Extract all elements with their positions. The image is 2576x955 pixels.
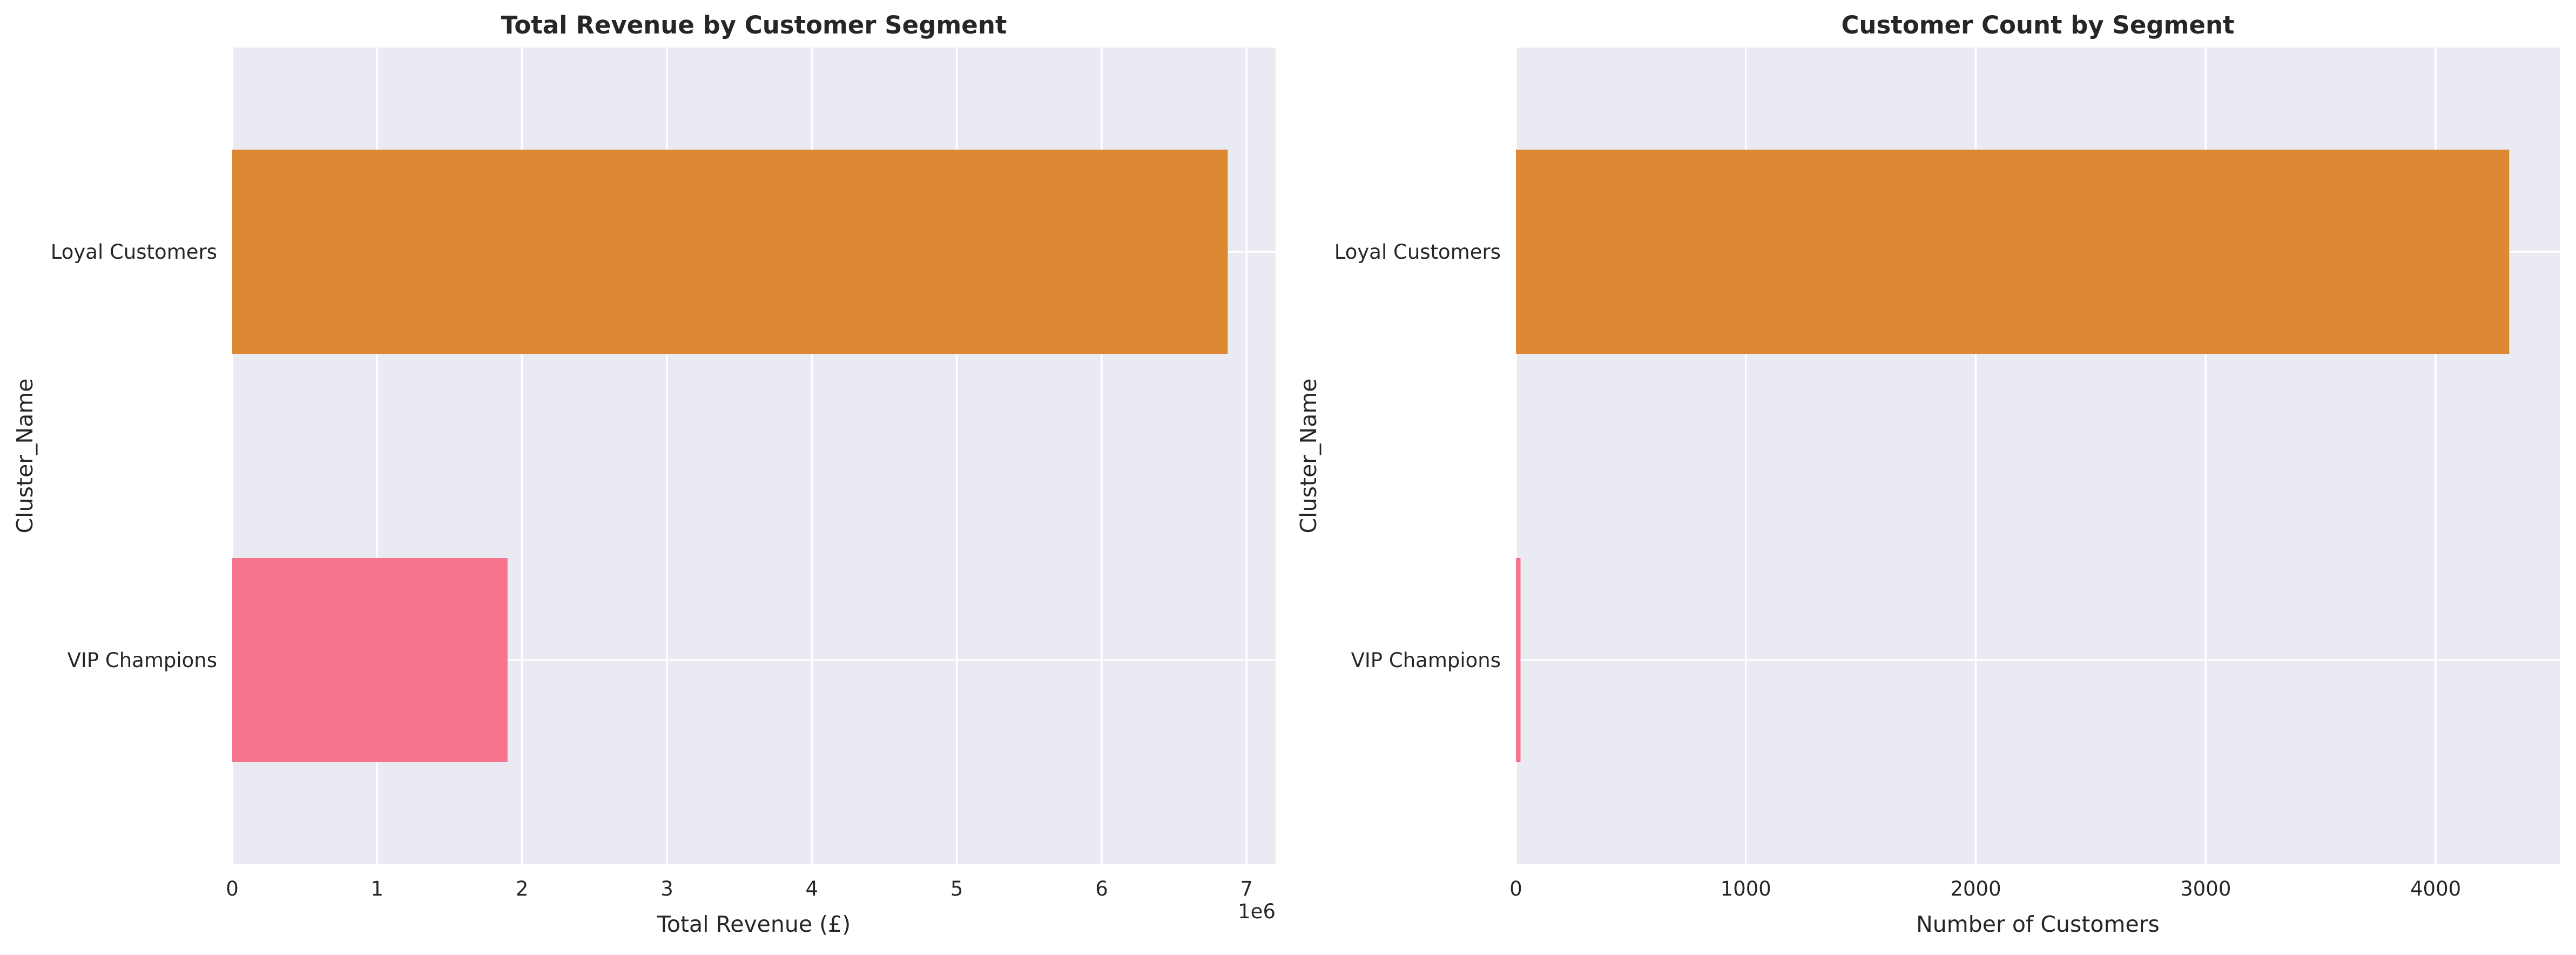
revenue-y-ticks: Loyal Customers VIP Champions xyxy=(51,240,217,672)
revenue-chart-title: Total Revenue by Customer Segment xyxy=(501,11,1007,39)
revenue-x-tick-label: 1 xyxy=(371,877,384,900)
revenue-x-tick-label: 0 xyxy=(226,877,239,900)
revenue-x-tick-label: 5 xyxy=(950,877,963,900)
revenue-x-ticks: 0 1 2 3 4 5 6 7 xyxy=(226,877,1253,900)
revenue-x-tick-label: 4 xyxy=(806,877,819,900)
customer-count-y-tick-label: VIP Champions xyxy=(1351,649,1501,672)
customer-count-x-tick-label: 4000 xyxy=(2410,877,2461,900)
revenue-y-axis-label: Cluster_Name xyxy=(12,379,38,534)
customer-count-chart: 0 1000 2000 3000 4000 Loyal Customers VIP Cha… xyxy=(1296,11,2560,937)
customer-count-bar-vip-champions xyxy=(1516,558,1521,762)
revenue-x-axis-label: Total Revenue (£) xyxy=(657,911,851,937)
customer-count-x-tick-label: 2000 xyxy=(1950,877,2001,900)
revenue-y-tick-label: Loyal Customers xyxy=(51,240,217,264)
customer-count-y-ticks: Loyal Customers VIP Champions xyxy=(1334,240,1501,672)
customer-count-bar-loyal-customers xyxy=(1516,150,2510,354)
customer-count-x-axis-label: Number of Customers xyxy=(1916,911,2160,937)
revenue-x-offset-label: 1e6 xyxy=(1238,900,1276,923)
customer-count-x-tick-label: 1000 xyxy=(1721,877,1771,900)
revenue-x-tick-label: 6 xyxy=(1095,877,1108,900)
customer-count-y-axis-label: Cluster_Name xyxy=(1296,379,1321,534)
revenue-bar-loyal-customers xyxy=(232,150,1228,354)
revenue-y-tick-label: VIP Champions xyxy=(68,649,217,672)
revenue-bar-vip-champions xyxy=(232,558,508,762)
customer-count-chart-title: Customer Count by Segment xyxy=(1841,11,2234,39)
revenue-x-tick-label: 7 xyxy=(1240,877,1253,900)
revenue-x-tick-label: 2 xyxy=(516,877,529,900)
customer-count-x-tick-label: 3000 xyxy=(2180,877,2231,900)
customer-count-bars xyxy=(1516,150,2510,762)
customer-count-y-tick-label: Loyal Customers xyxy=(1334,240,1501,264)
revenue-x-tick-label: 3 xyxy=(660,877,673,900)
customer-count-x-tick-label: 0 xyxy=(1509,877,1522,900)
revenue-bars xyxy=(232,150,1228,762)
revenue-chart: 0 1 2 3 4 5 6 7 Loyal Customers VIP Champions To… xyxy=(12,11,1276,937)
customer-count-x-ticks: 0 1000 2000 3000 4000 xyxy=(1509,877,2461,900)
